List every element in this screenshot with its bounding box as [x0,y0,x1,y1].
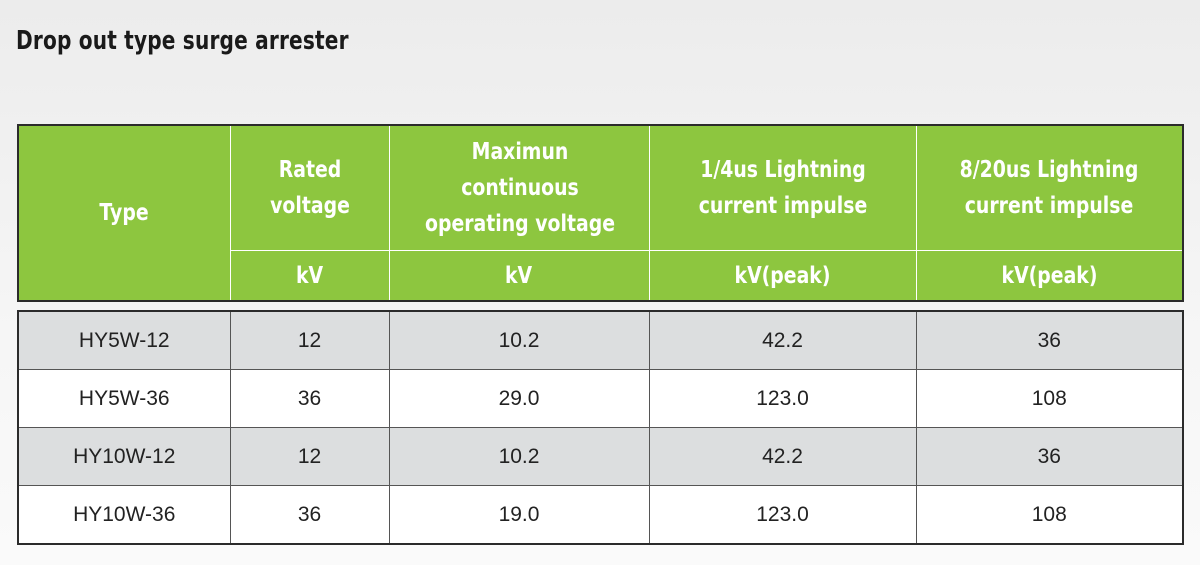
unit-rated-voltage: kV [229,250,390,302]
cell-rated-voltage: 36 [229,369,390,428]
header-1-4us-impulse: 1/4us Lightning current impulse [648,124,917,251]
header-8-20us-impulse: 8/20us Lightning current impulse [915,124,1184,251]
cell-type: HY10W-12 [17,427,231,486]
cell-8-20us-impulse: 108 [915,369,1184,428]
cell-max-continuous-voltage: 10.2 [388,310,650,370]
unit-8-20us-impulse: kV(peak) [915,250,1184,302]
table-row: HY5W-36 36 29.0 123.0 108 [17,369,1184,428]
unit-1-4us-impulse: kV(peak) [648,250,917,302]
cell-max-continuous-voltage: 29.0 [388,369,650,428]
cell-1-4us-impulse: 42.2 [648,427,917,486]
cell-rated-voltage: 36 [229,485,390,545]
cell-max-continuous-voltage: 19.0 [388,485,650,545]
header-rated-voltage: Rated voltage [229,124,390,251]
cell-rated-voltage: 12 [229,427,390,486]
header-type: Type [17,124,231,302]
cell-1-4us-impulse: 123.0 [648,485,917,545]
table-row: HY10W-12 12 10.2 42.2 36 [17,427,1184,486]
cell-8-20us-impulse: 36 [915,310,1184,370]
unit-max-continuous-voltage: kV [388,250,650,302]
cell-1-4us-impulse: 42.2 [648,310,917,370]
cell-type: HY5W-36 [17,369,231,428]
cell-type: HY5W-12 [17,310,231,370]
spec-table-body: HY5W-12 12 10.2 42.2 36 HY5W-36 36 29.0 … [17,310,1184,545]
cell-1-4us-impulse: 123.0 [648,369,917,428]
cell-rated-voltage: 12 [229,310,390,370]
spec-table-header: Type Rated voltage Maximun continuous op… [17,124,1184,302]
cell-type: HY10W-36 [17,485,231,545]
cell-8-20us-impulse: 108 [915,485,1184,545]
cell-max-continuous-voltage: 10.2 [388,427,650,486]
table-row: HY5W-12 12 10.2 42.2 36 [17,310,1184,370]
table-row: HY10W-36 36 19.0 123.0 108 [17,485,1184,545]
cell-8-20us-impulse: 36 [915,427,1184,486]
page-title: Drop out type surge arrester [16,26,349,56]
header-max-continuous-voltage: Maximun continuous operating voltage [388,124,650,251]
